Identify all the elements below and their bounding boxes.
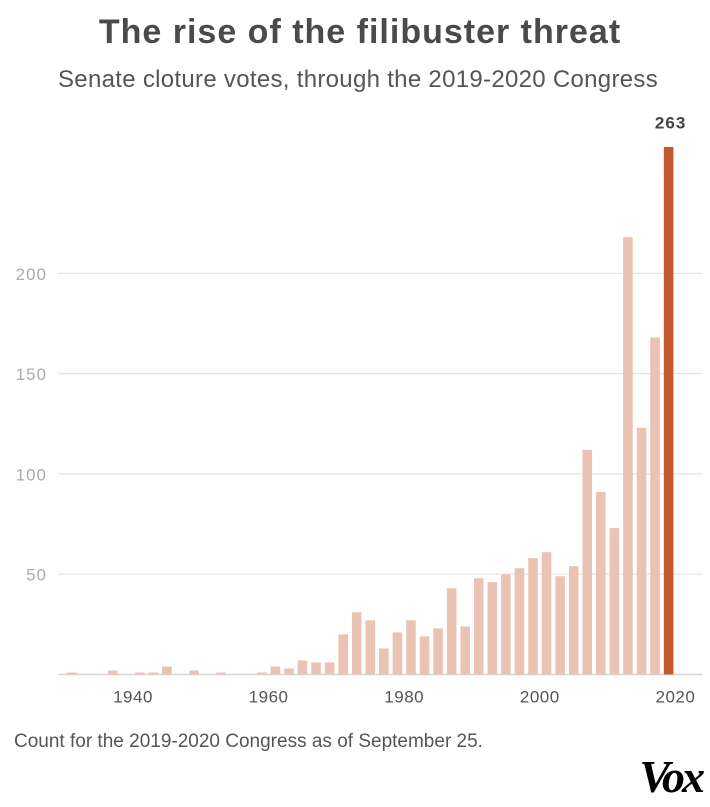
bar <box>162 666 172 675</box>
bar <box>514 568 525 675</box>
bar <box>189 670 199 675</box>
bar <box>107 670 118 675</box>
bar <box>568 566 579 675</box>
bar <box>636 427 647 675</box>
bar <box>460 626 471 675</box>
bar <box>257 672 267 675</box>
bar <box>297 660 308 675</box>
bar <box>392 632 403 675</box>
x-tick-label: 2020 <box>655 688 695 707</box>
bar <box>419 636 430 675</box>
bar <box>365 620 376 675</box>
x-tick-label: 1940 <box>113 688 153 707</box>
y-tick-label: 200 <box>16 265 47 284</box>
x-tick-label: 1960 <box>249 688 289 707</box>
chart-subtitle: Senate cloture votes, through the 2019-2… <box>58 66 658 93</box>
bar <box>67 672 77 675</box>
x-tick-label: 2000 <box>520 688 560 707</box>
bar <box>609 528 620 675</box>
bar <box>473 578 484 675</box>
bar <box>582 449 593 675</box>
bar <box>487 582 498 675</box>
bar <box>134 672 145 675</box>
bar <box>446 588 457 675</box>
bar <box>284 668 294 675</box>
bar <box>406 620 416 675</box>
bar <box>311 662 321 675</box>
bar <box>324 662 335 675</box>
gridlines <box>58 272 703 676</box>
bar <box>623 237 633 675</box>
bar <box>528 558 538 675</box>
bar <box>555 576 565 675</box>
bar <box>338 634 348 675</box>
chart-title: The rise of the filibuster threat <box>98 13 622 51</box>
bar <box>650 337 660 675</box>
y-tick-label: 50 <box>26 566 47 585</box>
bar <box>270 666 281 675</box>
bar <box>596 491 606 675</box>
bar <box>501 574 511 675</box>
x-tick-label: 1980 <box>384 688 424 707</box>
bar-value-label: 263 <box>655 113 686 132</box>
bar <box>433 628 443 675</box>
bar <box>541 552 552 675</box>
bar <box>216 672 226 675</box>
bar <box>351 612 362 675</box>
bars <box>67 146 674 675</box>
bar-highlighted <box>663 146 674 675</box>
y-tick-label: 150 <box>16 365 47 384</box>
axis-labels: 50 100 150 200 1940 1960 1980 2000 2020 263 <box>16 113 695 707</box>
bar <box>379 648 389 675</box>
vox-logo: Vox <box>639 751 705 802</box>
bar <box>148 672 159 675</box>
footnote: Count for the 2019-2020 Congress as of S… <box>14 731 483 752</box>
y-tick-label: 100 <box>16 465 47 484</box>
